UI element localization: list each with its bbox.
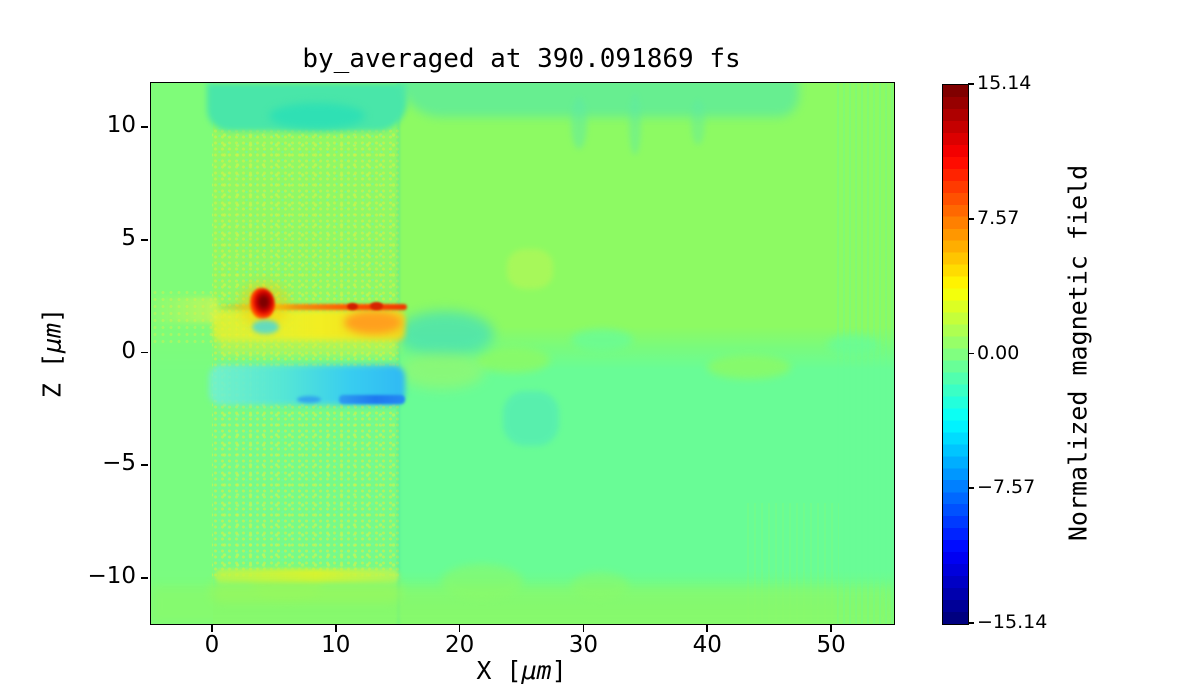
x-axis-label: X [μm] (150, 656, 893, 685)
heatmap-left-yellow-wisp (151, 297, 219, 323)
heatmap-left-margin-region (151, 83, 213, 624)
heatmap-top-wake-drip (629, 93, 641, 155)
plot-title: by_averaged at 390.091869 fs (302, 44, 741, 74)
heatmap-faint-negative-patch (503, 391, 559, 446)
colorbar-tick-label: −7.57 (977, 476, 1036, 499)
x-tick-label: 50 (816, 632, 846, 658)
y-tick-label: 10 (106, 112, 136, 139)
y-tick (141, 126, 149, 128)
y-tick (141, 577, 149, 579)
colorbar-tick (968, 352, 975, 355)
heatmap-teal-cap-core (269, 103, 365, 129)
heatmap-block-bottom-band-soft (211, 579, 401, 603)
heatmap-top-wake-drip (691, 99, 705, 145)
heatmap-right-edge-streaks (837, 83, 894, 624)
colorbar-tick (968, 83, 975, 85)
colorbar-tick-label: 7.57 (977, 206, 1020, 229)
x-tick-label: 0 (204, 632, 220, 658)
y-tick-label: −5 (102, 450, 136, 477)
y-tick-label: 5 (121, 224, 136, 251)
x-axis-label-prefix: X [ (476, 656, 522, 685)
colorbar (942, 84, 969, 625)
heatmap-positive-edge-streak (215, 304, 407, 310)
y-tick (141, 464, 149, 466)
x-tick-label: 30 (568, 632, 599, 658)
heatmap-target-block (212, 128, 399, 579)
heatmap-downstream-teal-wake (396, 311, 494, 357)
x-axis-label-suffix: ] (551, 656, 567, 685)
x-tick (458, 624, 461, 632)
colorbar-tick (968, 622, 975, 624)
heatmap-left-speckle (151, 289, 215, 343)
heatmap-bottom-bump (441, 564, 523, 600)
colorbar-label: Normalized magnetic field (1063, 164, 1093, 542)
x-axis-unit: μm (521, 656, 552, 685)
heatmap-boundary-blob (476, 347, 550, 373)
x-tick (334, 624, 337, 632)
x-tick-label: 20 (444, 632, 475, 658)
heatmap-top-wake-drip (571, 97, 587, 149)
heatmap-positive-streak-dot (370, 302, 383, 310)
heatmap-positive-band-fade (217, 337, 399, 355)
colorbar-tick-label: 0.00 (977, 341, 1020, 364)
x-tick (830, 624, 832, 632)
heatmap-positive-streak-dot (347, 303, 358, 310)
heatmap-block-right-edge (397, 83, 400, 624)
heatmap-faint-positive-patch (507, 249, 553, 289)
heatmap-positive-band-max (344, 311, 402, 334)
x-tick (582, 624, 585, 632)
heatmap-top-wake (399, 83, 799, 117)
y-tick-label: 0 (121, 337, 136, 364)
x-tick (211, 624, 213, 632)
heatmap-boundary-blob (571, 329, 633, 351)
y-tick (141, 238, 149, 241)
x-tick-label: 40 (692, 632, 722, 658)
heatmap-negative-edge-streak (339, 395, 405, 404)
x-tick (706, 624, 709, 632)
y-tick-label: −10 (87, 562, 136, 589)
heatmap-right-edge-streaks (747, 503, 839, 624)
heatmap-bottom-bump (571, 572, 629, 600)
heatmap-downstream-green-wake (399, 353, 485, 389)
colorbar-tick (968, 217, 975, 220)
heatmap-boundary-blob (827, 335, 879, 355)
y-tick (141, 351, 149, 354)
colorbar-tick (968, 487, 975, 490)
x-tick-label: 10 (321, 632, 351, 658)
heatmap-negative-streak-dot (297, 396, 321, 403)
heatmap-positive-hotspot (250, 288, 275, 319)
heatmap-hotspot-cyan-spot (252, 320, 279, 334)
colorbar-tick-label: −15.14 (977, 611, 1048, 633)
y-axis-label-suffix: ] (37, 307, 67, 323)
heatmap-boundary-blob (707, 355, 791, 379)
heatmap-plot-area (150, 82, 895, 625)
colorbar-tick-label: 15.14 (977, 72, 1032, 94)
